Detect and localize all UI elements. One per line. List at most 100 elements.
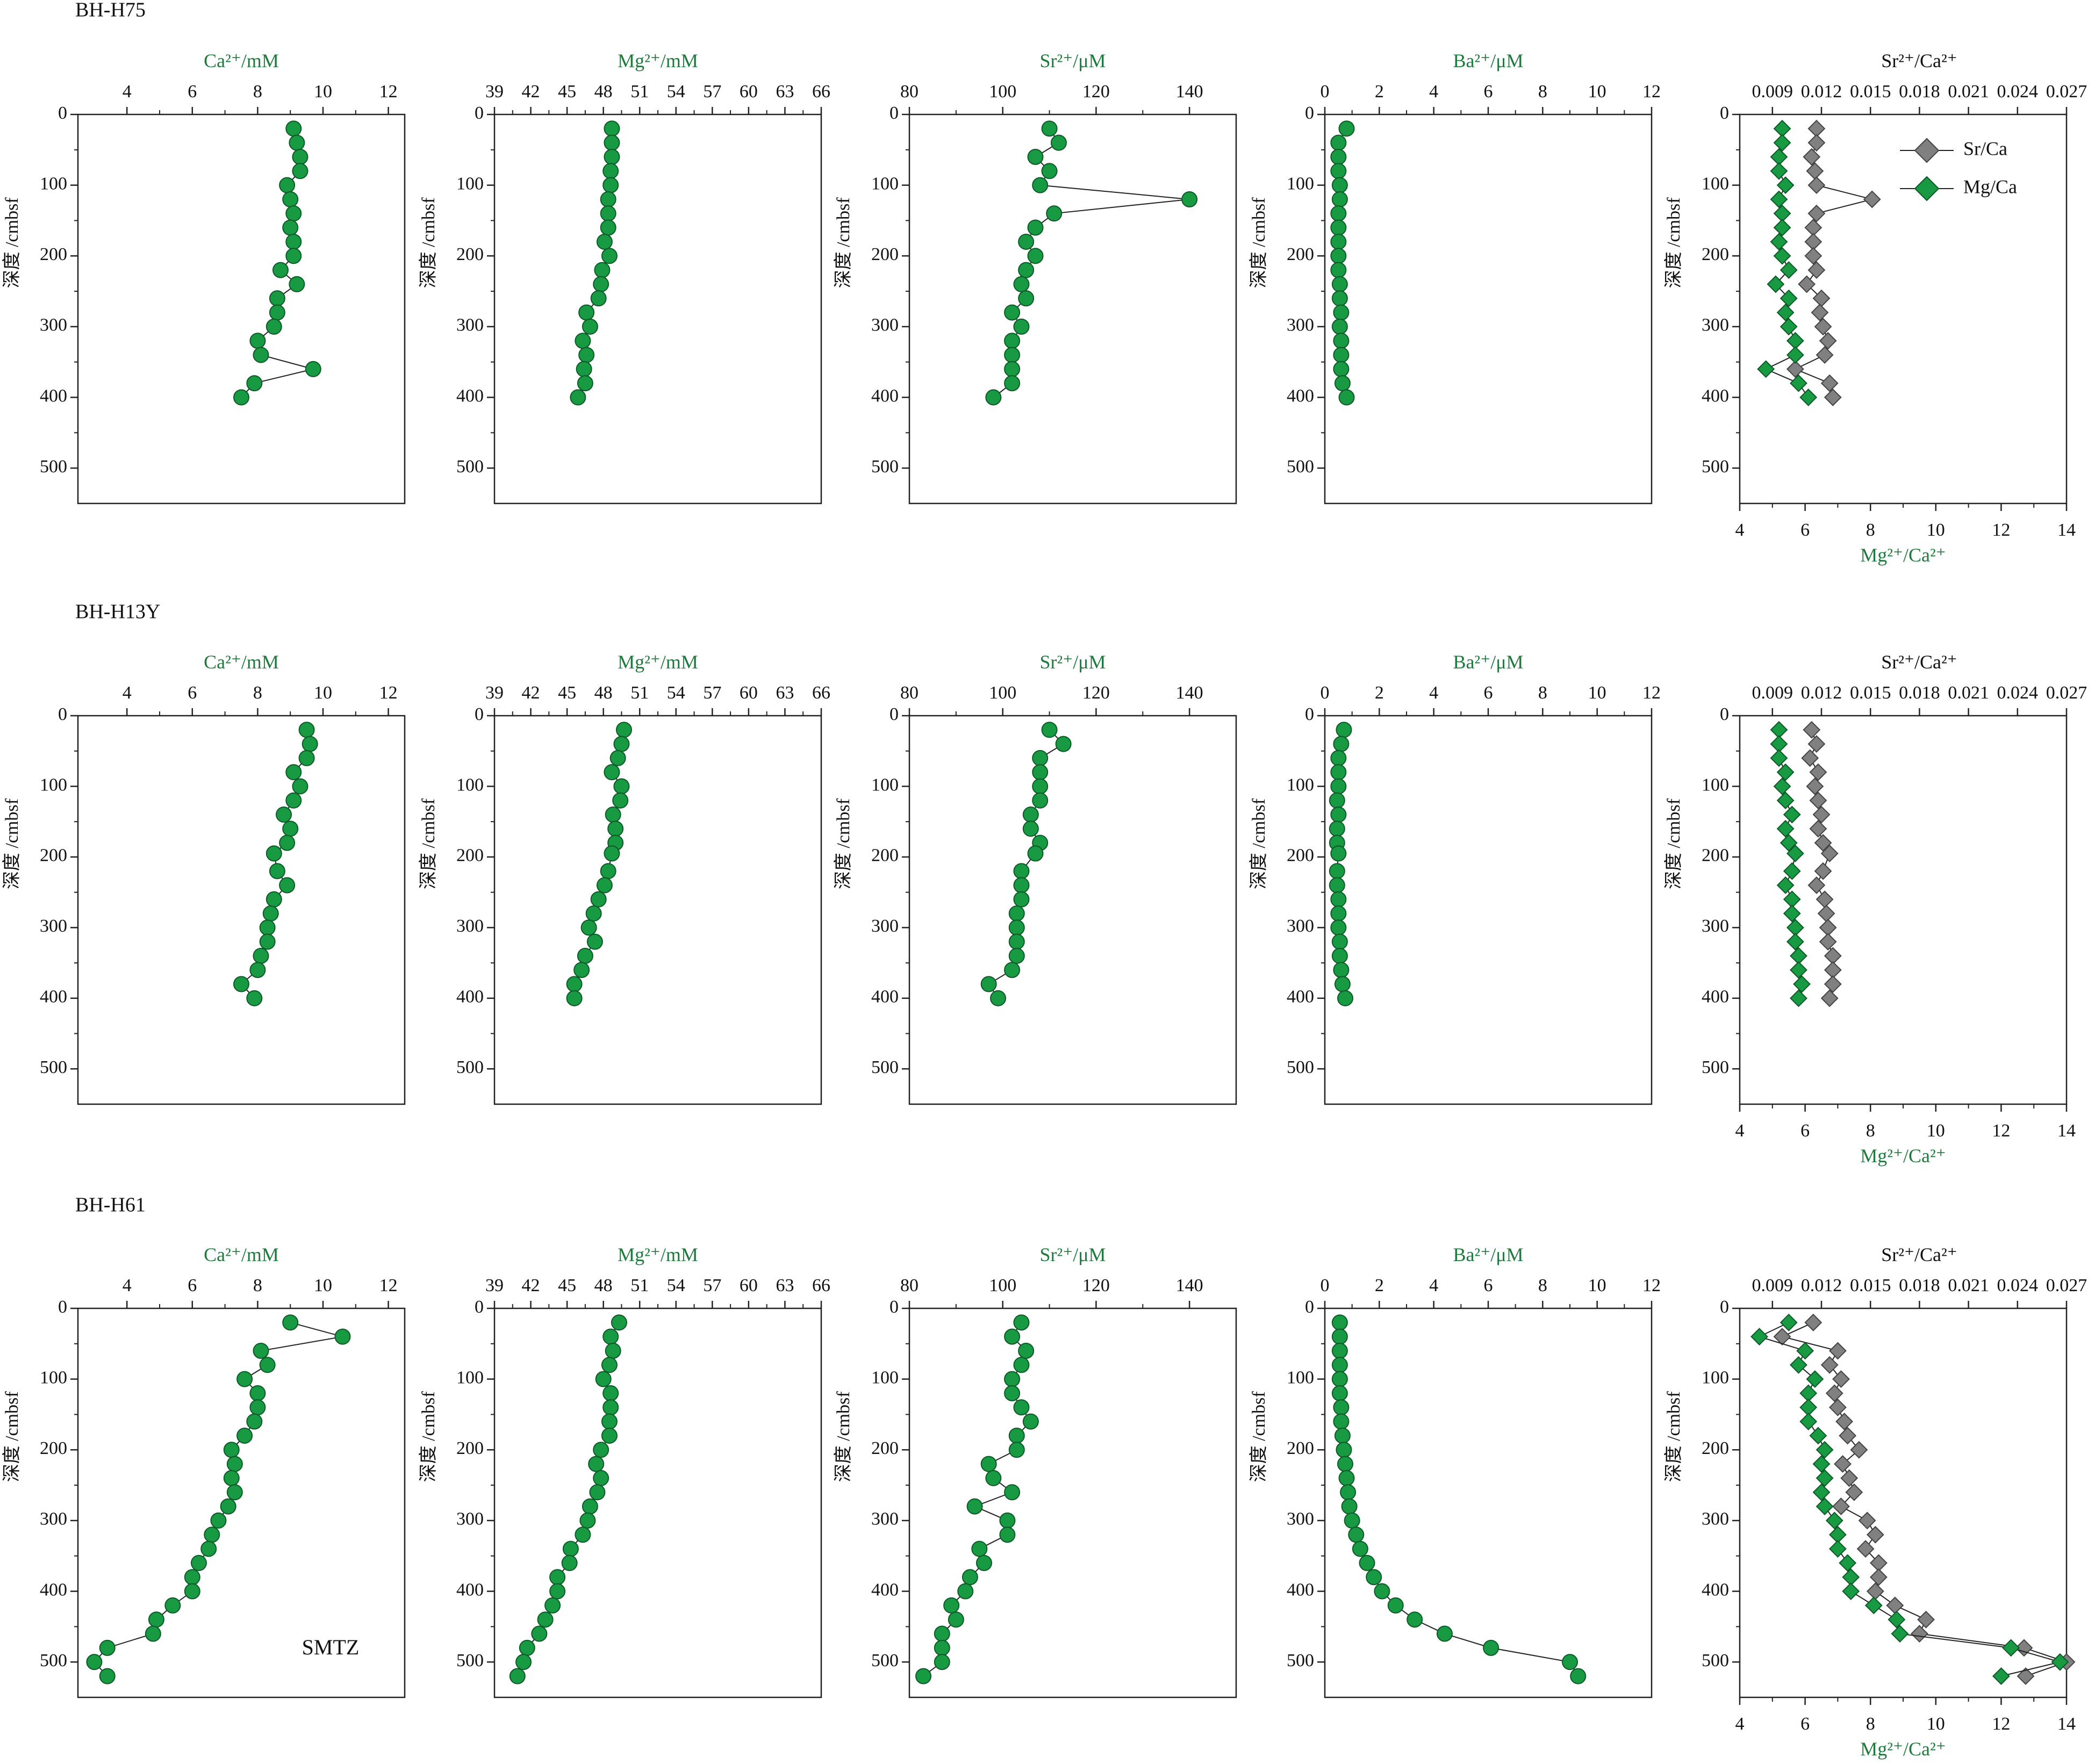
data-point — [1032, 177, 1049, 193]
data-point — [999, 1512, 1016, 1529]
data-point — [593, 276, 609, 292]
sr-ca-point — [1832, 1370, 1850, 1388]
panel-2-2: 0 100 200 300 400 500 深度 /cmbsf 80 100 120 140 Sr²⁺… — [833, 1244, 1237, 1698]
data-point — [971, 1540, 988, 1557]
panel-0-1: 0 100 200 300 400 500 深度 /cmbsf 39 42 45 48 51 54 57 6… — [418, 50, 830, 505]
data-point — [537, 1611, 554, 1628]
data-point — [573, 962, 590, 978]
mg-ca-point — [1776, 176, 1795, 195]
data-point — [269, 290, 285, 307]
y-tick-label: 200 — [1287, 1438, 1314, 1458]
mg-ca-point — [1992, 1667, 2010, 1685]
y-tick-label: 100 — [40, 1367, 67, 1387]
data-point — [1018, 290, 1035, 307]
x-axis-label: Ca²⁺/mM — [204, 651, 279, 673]
y-axis-label: 深度 /cmbsf — [2, 798, 22, 889]
data-point — [1329, 863, 1345, 880]
data-point — [1331, 191, 1348, 207]
sr-ca-point — [1820, 844, 1839, 862]
y-tick-label: 400 — [871, 1580, 899, 1600]
x-axis-label: Mg²⁺/mM — [618, 651, 698, 673]
plot-frame — [493, 113, 822, 505]
y-tick-label: 200 — [456, 244, 484, 264]
data-point — [602, 177, 619, 193]
data-point — [282, 191, 299, 207]
x-tick-label: 54 — [667, 1276, 685, 1295]
x-bottom-tick-label: 8 — [1866, 1714, 1875, 1734]
data-point — [282, 820, 299, 837]
data-point — [1008, 905, 1025, 922]
data-point — [1041, 722, 1058, 738]
data-point — [269, 304, 285, 321]
plot-frame — [908, 1307, 1237, 1698]
x-tick-label: 12 — [1642, 82, 1661, 102]
x-tick-label: 63 — [776, 1276, 794, 1295]
y-tick-label: 500 — [871, 1057, 899, 1077]
legend-sr-ca-marker — [1914, 138, 1940, 163]
data-point — [1181, 191, 1198, 207]
y-tick-label: 400 — [456, 987, 484, 1007]
data-point — [1331, 276, 1348, 292]
x-top-tick-label: 0.018 — [1899, 82, 1940, 102]
mg-ca-point — [1793, 975, 1811, 993]
x-bottom-tick-label: 10 — [1927, 520, 1945, 540]
y-tick-label: 300 — [871, 1509, 899, 1529]
data-point — [579, 1512, 596, 1529]
data-point — [957, 1583, 974, 1600]
panel-0-2: 0 100 200 300 400 500 深度 /cmbsf 80 100 120 140 Sr²⁺… — [833, 50, 1237, 505]
y-axis-label: 深度 /cmbsf — [1663, 197, 1684, 289]
y-tick-label: 500 — [1702, 1057, 1729, 1077]
y-tick-label: 200 — [456, 846, 484, 866]
x-tick-label: 100 — [989, 683, 1016, 703]
data-point — [1407, 1611, 1423, 1628]
x-tick-label: 51 — [630, 683, 649, 703]
data-point — [1331, 318, 1348, 335]
x-tick-label: 8 — [1538, 683, 1547, 703]
x-tick-label: 80 — [900, 683, 919, 703]
x-tick-label: 4 — [123, 683, 132, 703]
x-top-tick-label: 0.027 — [2046, 82, 2087, 102]
x-tick-label: 6 — [188, 82, 197, 102]
plot-frame — [908, 715, 1237, 1105]
data-point — [1330, 845, 1347, 862]
data-point — [1483, 1639, 1499, 1656]
data-point — [985, 389, 1002, 406]
panel-2-1: 0 100 200 300 400 500 深度 /cmbsf 39 42 45 48 51 54 57 6… — [418, 1244, 830, 1698]
data-point — [200, 1540, 217, 1557]
data-point — [566, 990, 583, 1006]
data-point — [1004, 304, 1021, 321]
y-tick-label: 100 — [40, 775, 67, 795]
y-tick-label: 0 — [1305, 704, 1314, 724]
y-tick-label: 100 — [456, 775, 484, 795]
y-tick-label: 500 — [1287, 1651, 1314, 1671]
legend-sr-ca-label: Sr/Ca — [1963, 138, 2007, 159]
x-tick-label: 12 — [379, 82, 398, 102]
mg-ca-point — [1809, 1427, 1827, 1445]
y-tick-label: 300 — [1287, 916, 1314, 936]
sr-ca-point — [1863, 190, 1881, 208]
data-point — [223, 1442, 240, 1458]
x-tick-label: 66 — [812, 683, 830, 703]
panel-1-4: 0 100 200 300 400 500 深度 /cmbsf 0.009 0.012 0.015… — [1663, 651, 2087, 1167]
x-top-tick-label: 0.009 — [1752, 82, 1793, 102]
y-axis-label: 深度 /cmbsf — [1249, 197, 1269, 289]
y-tick-label: 200 — [40, 244, 67, 264]
x-tick-label: 12 — [379, 1276, 398, 1295]
data-point — [585, 905, 602, 922]
data-point — [1004, 1484, 1021, 1501]
data-point — [1331, 1357, 1348, 1373]
data-point — [266, 891, 282, 908]
data-point — [1333, 736, 1350, 752]
x-top-tick-label: 0.018 — [1899, 1276, 1940, 1295]
data-point — [1336, 722, 1352, 738]
x-tick-label: 80 — [900, 1276, 919, 1295]
data-point — [1330, 248, 1347, 264]
data-point — [594, 262, 611, 278]
x-axis-label: Ba²⁺/μM — [1453, 651, 1523, 673]
data-point — [1022, 807, 1039, 823]
x-tick-label: 48 — [594, 683, 613, 703]
sr-ca-point — [1807, 261, 1826, 279]
sr-ca-point — [1806, 777, 1824, 795]
mg-ca-point — [1812, 1455, 1831, 1473]
